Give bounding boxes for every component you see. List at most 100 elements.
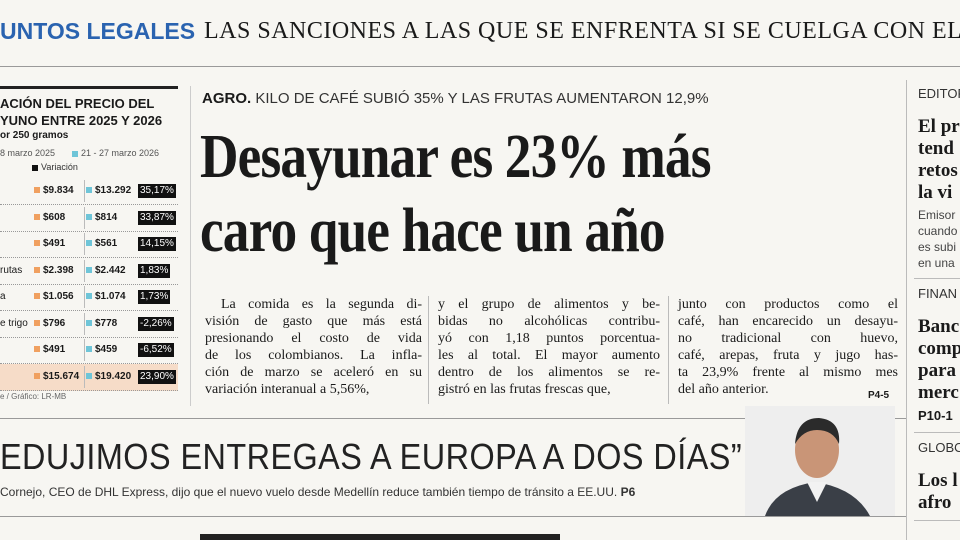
variation: 1,73% bbox=[138, 290, 171, 304]
table-row: a $1.056 $1.074 1,73% bbox=[0, 284, 178, 311]
rule bbox=[0, 66, 960, 67]
col-rule bbox=[84, 233, 85, 255]
legend-item: Variación bbox=[32, 162, 78, 172]
table-subtitle: or 250 gramos bbox=[0, 130, 69, 141]
rule bbox=[668, 296, 669, 404]
body-line: ción de marzo se aceleró en su bbox=[205, 365, 422, 380]
side-headline: afro bbox=[918, 492, 952, 513]
banner-section: UNTOS LEGALES bbox=[0, 18, 196, 44]
table-row: $608 $814 33,87% bbox=[0, 205, 178, 232]
rule bbox=[428, 296, 429, 404]
body-line: de los colombianos. La infla- bbox=[205, 348, 422, 363]
variation: 1,83% bbox=[138, 263, 171, 278]
section-label: EDITOR bbox=[918, 86, 960, 101]
price-text: $15.674 bbox=[43, 370, 80, 382]
variation: 35,17% bbox=[138, 184, 176, 198]
rule bbox=[906, 80, 907, 540]
price-2026: $459 bbox=[86, 343, 117, 357]
deck: AGRO. KILO DE CAFÉ SUBIÓ 35% Y LAS FRUTA… bbox=[202, 90, 709, 107]
price-2025: $1.056 bbox=[34, 290, 74, 304]
variation: -6,52% bbox=[138, 343, 174, 357]
rule bbox=[0, 516, 906, 517]
rule bbox=[0, 86, 178, 89]
price-text: $561 bbox=[95, 238, 118, 249]
price-2026: $814 bbox=[86, 211, 117, 225]
body-line: ta 23,9% frente al mismo mes bbox=[678, 365, 898, 380]
price-2025: $796 bbox=[34, 317, 65, 331]
variation: 23,90% bbox=[138, 369, 176, 384]
kicker: AGRO. bbox=[202, 90, 252, 107]
col-rule bbox=[84, 365, 85, 388]
body-line: junto con productos como el bbox=[678, 297, 898, 312]
shirt bbox=[807, 482, 827, 502]
price-text: $459 bbox=[95, 344, 118, 355]
table-title: YUNO ENTRE 2025 Y 2026 bbox=[0, 113, 163, 128]
side-headline: para bbox=[918, 360, 956, 381]
rule bbox=[914, 520, 960, 521]
side-headline: comp bbox=[918, 338, 960, 359]
body-line: bidas no alcohólicas contribu- bbox=[438, 314, 660, 329]
price-text: $1.056 bbox=[43, 291, 74, 302]
rule bbox=[190, 86, 191, 406]
caption-text: Cornejo, CEO de DHL Express, dijo que el… bbox=[0, 485, 618, 499]
variation: 33,87% bbox=[138, 210, 176, 225]
body-line: del año anterior. bbox=[678, 382, 769, 397]
price-2026: $13.292 bbox=[86, 184, 131, 198]
col-rule bbox=[84, 312, 85, 335]
price-text: $778 bbox=[95, 317, 118, 329]
side-body: en una bbox=[918, 256, 955, 270]
legend-label: 21 - 27 marzo 2026 bbox=[81, 148, 160, 158]
body-line: no tradicional con huevo, bbox=[678, 331, 898, 346]
table-row: e trigo $796 $778 -2,26% bbox=[0, 311, 178, 338]
body-line: visión de gasto que más está bbox=[205, 314, 422, 329]
legend-item: 8 marzo 2025 bbox=[0, 148, 56, 158]
rule bbox=[200, 534, 560, 540]
price-2026: $561 bbox=[86, 237, 117, 251]
page-ref: P6 bbox=[620, 485, 636, 499]
side-body: Emisor bbox=[918, 208, 956, 222]
side-headline: tend bbox=[918, 138, 954, 159]
col-rule bbox=[84, 339, 85, 361]
hair bbox=[795, 418, 840, 444]
body-line: y el grupo de alimentos y be- bbox=[438, 297, 660, 312]
table-row: $9.834 $13.292 35,17% bbox=[0, 178, 178, 205]
quote-caption: Cornejo, CEO de DHL Express, dijo que el… bbox=[0, 485, 635, 499]
body-line: café, arepas, fruta y jugo has- bbox=[678, 348, 898, 363]
price-2026: $19.420 bbox=[86, 370, 131, 384]
table-row: $491 $561 14,15% bbox=[0, 231, 178, 258]
col-rule bbox=[84, 259, 85, 282]
row-label: e trigo bbox=[0, 317, 28, 329]
price-2026: $2.442 bbox=[86, 264, 126, 278]
body-line: les al total. El mayor aumento bbox=[438, 348, 660, 363]
body-line: variación interanual a 5,56%, bbox=[205, 382, 370, 397]
table-row: $15.674 $19.420 23,90% bbox=[0, 363, 178, 391]
row-label: rutas bbox=[0, 264, 23, 276]
price-2025: $15.674 bbox=[34, 370, 79, 384]
body-line: La comida es la segunda di- bbox=[221, 297, 422, 312]
body-line: dentro de los alimentos se re- bbox=[438, 365, 660, 380]
body-line: yó con 1,18 puntos porcentua- bbox=[438, 331, 660, 346]
rule bbox=[914, 432, 960, 433]
table-row: rutas $2.398 $2.442 1,83% bbox=[0, 258, 178, 285]
col-rule bbox=[84, 286, 85, 308]
portrait-photo bbox=[745, 406, 895, 516]
price-2025: $491 bbox=[34, 237, 65, 251]
price-2025: $491 bbox=[34, 343, 65, 357]
price-2026: $1.074 bbox=[86, 290, 126, 304]
section-label: GLOBO bbox=[918, 440, 960, 455]
price-2026: $778 bbox=[86, 317, 117, 331]
table-title: ACIÓN DEL PRECIO DEL bbox=[0, 96, 155, 111]
page-ref: P4-5 bbox=[868, 390, 890, 401]
side-headline: retos bbox=[918, 160, 958, 181]
body-line: presionando el costo de vida bbox=[205, 331, 422, 346]
variation: 14,15% bbox=[138, 237, 176, 251]
price-2025: $2.398 bbox=[34, 264, 74, 278]
headline: Desayunar es 23% más bbox=[200, 123, 711, 191]
body-line: café, han encarecido un desayu- bbox=[678, 314, 898, 329]
side-headline: merc bbox=[918, 382, 959, 403]
price-text: $13.292 bbox=[95, 185, 132, 196]
side-body: cuando bbox=[918, 224, 958, 238]
side-headline: Los l bbox=[918, 470, 958, 491]
price-table: ACIÓN DEL PRECIO DEL YUNO ENTRE 2025 Y 2… bbox=[0, 86, 178, 406]
